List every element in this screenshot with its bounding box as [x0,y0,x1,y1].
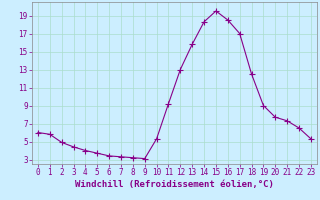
X-axis label: Windchill (Refroidissement éolien,°C): Windchill (Refroidissement éolien,°C) [75,180,274,189]
